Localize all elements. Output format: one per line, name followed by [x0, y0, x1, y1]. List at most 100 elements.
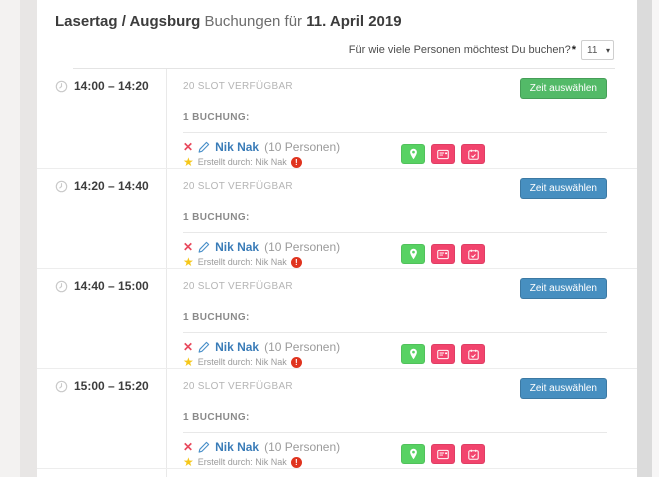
booking-divider — [183, 332, 607, 333]
booking-name-link[interactable]: Nik Nak — [215, 240, 260, 254]
slot-bookings: 1 BUCHUNG: ✕ Nik Nak (10 Personen) — [183, 412, 607, 468]
slot-content: 20 SLOT VERFÜGBAR Zeit auswählen — [167, 469, 637, 477]
calendar-button[interactable] — [461, 244, 485, 264]
clock-icon — [55, 80, 68, 98]
booking-persons-count: (10 Personen) — [264, 140, 341, 154]
details-button[interactable] — [431, 144, 455, 164]
slot-bookings: 1 BUCHUNG: ✕ Nik Nak (10 Personen) — [183, 312, 607, 368]
booking-actions — [401, 444, 485, 464]
booking-persons-count: (10 Personen) — [264, 440, 341, 454]
map-pin-icon — [409, 248, 418, 260]
select-time-button[interactable]: Zeit auswählen — [519, 178, 607, 199]
location-button[interactable] — [401, 244, 425, 264]
alert-icon: ! — [290, 356, 302, 368]
booking-name-link[interactable]: Nik Nak — [215, 340, 260, 354]
slot-availability: 20 SLOT VERFÜGBAR — [183, 81, 293, 92]
booking-name-link[interactable]: Nik Nak — [215, 440, 260, 454]
location-button[interactable] — [401, 344, 425, 364]
slot-bookings: 1 BUCHUNG: ✕ Nik Nak (10 Personen) — [183, 212, 607, 268]
calendar-button[interactable] — [461, 144, 485, 164]
page-title: Lasertag / Augsburg Buchungen für 11. Ap… — [55, 14, 619, 30]
map-pin-icon — [409, 148, 418, 160]
map-pin-icon — [409, 348, 418, 360]
alert-icon: ! — [290, 256, 302, 268]
bookings-count-heading: 1 BUCHUNG: — [183, 112, 250, 123]
booking-row: ✕ Nik Nak (10 Personen) ★ Erstellt durch… — [183, 440, 607, 468]
booking-main: ✕ Nik Nak (10 Personen) ★ Erstellt durch… — [183, 240, 340, 268]
required-marker: * — [571, 44, 576, 56]
slot-time: 14:00 – 14:20 — [74, 79, 149, 93]
star-icon: ★ — [183, 255, 194, 269]
star-icon: ★ — [183, 455, 194, 469]
delete-booking-icon[interactable]: ✕ — [183, 140, 194, 154]
booking-row: ✕ Nik Nak (10 Personen) ★ Erstellt durch… — [183, 140, 607, 168]
booking-actions — [401, 244, 485, 264]
persons-select[interactable]: 11 ▾ — [581, 40, 614, 60]
slot-head: 20 SLOT VERFÜGBAR Zeit auswählen — [183, 378, 607, 399]
page-title-text: Buchungen für — [200, 13, 307, 30]
created-by-line: ★ Erstellt durch: Nik Nak ! — [183, 356, 340, 368]
details-button[interactable] — [431, 344, 455, 364]
calendar-button[interactable] — [461, 344, 485, 364]
calendar-button[interactable] — [461, 444, 485, 464]
card-list-icon — [437, 149, 449, 160]
slot-row: 14:00 – 14:20 20 SLOT VERFÜGBAR Zeit aus… — [37, 69, 637, 169]
slot-availability: 20 SLOT VERFÜGBAR — [183, 181, 293, 192]
booking-actions — [401, 344, 485, 364]
booking-line: ✕ Nik Nak (10 Personen) — [183, 340, 340, 354]
delete-booking-icon[interactable]: ✕ — [183, 340, 194, 354]
booking-row: ✕ Nik Nak (10 Personen) ★ Erstellt durch… — [183, 340, 607, 368]
slot-content: 20 SLOT VERFÜGBAR Zeit auswählen 1 BUCHU… — [167, 369, 637, 468]
select-time-button[interactable]: Zeit auswählen — [519, 378, 607, 399]
edit-pencil-icon[interactable] — [198, 441, 210, 453]
slot-time-column: 15:20 – 15:40 — [37, 469, 167, 477]
details-button[interactable] — [431, 444, 455, 464]
slot-time: 14:40 – 15:00 — [74, 279, 149, 293]
booking-divider — [183, 132, 607, 133]
calendar-check-icon — [467, 449, 479, 460]
booking-line: ✕ Nik Nak (10 Personen) — [183, 140, 340, 154]
booking-actions — [401, 144, 485, 164]
slot-availability: 20 SLOT VERFÜGBAR — [183, 381, 293, 392]
card-header: Lasertag / Augsburg Buchungen für 11. Ap… — [37, 0, 637, 69]
location-button[interactable] — [401, 444, 425, 464]
slots-list: 14:00 – 14:20 20 SLOT VERFÜGBAR Zeit aus… — [37, 69, 637, 477]
scrollbar[interactable] — [637, 0, 652, 477]
card-list-icon — [437, 249, 449, 260]
bookings-count-heading: 1 BUCHUNG: — [183, 312, 250, 323]
select-time-button[interactable]: Zeit auswählen — [519, 278, 607, 299]
chevron-down-icon: ▾ — [605, 45, 610, 55]
booking-line: ✕ Nik Nak (10 Personen) — [183, 240, 340, 254]
alert-icon: ! — [290, 456, 302, 468]
clock-icon — [55, 180, 68, 198]
slot-time-column: 14:20 – 14:40 — [37, 169, 167, 268]
calendar-check-icon — [467, 349, 479, 360]
booking-row: ✕ Nik Nak (10 Personen) ★ Erstellt durch… — [183, 240, 607, 268]
booking-divider — [183, 232, 607, 233]
select-time-button[interactable]: Zeit auswählen — [519, 78, 607, 99]
booking-name-link[interactable]: Nik Nak — [215, 140, 260, 154]
slot-row: 15:20 – 15:40 20 SLOT VERFÜGBAR Zeit aus… — [37, 469, 637, 477]
delete-booking-icon[interactable]: ✕ — [183, 240, 194, 254]
details-button[interactable] — [431, 244, 455, 264]
created-by-text: Erstellt durch: Nik Nak — [197, 457, 287, 467]
slot-head: 20 SLOT VERFÜGBAR Zeit auswählen — [183, 78, 607, 99]
header-separator — [73, 68, 615, 69]
created-by-line: ★ Erstellt durch: Nik Nak ! — [183, 456, 340, 468]
persons-select-value: 11 — [587, 44, 598, 56]
delete-booking-icon[interactable]: ✕ — [183, 440, 194, 454]
slot-row: 14:20 – 14:40 20 SLOT VERFÜGBAR Zeit aus… — [37, 169, 637, 269]
slot-content: 20 SLOT VERFÜGBAR Zeit auswählen 1 BUCHU… — [167, 269, 637, 368]
edit-pencil-icon[interactable] — [198, 241, 210, 253]
edit-pencil-icon[interactable] — [198, 141, 210, 153]
slot-availability: 20 SLOT VERFÜGBAR — [183, 281, 293, 292]
alert-icon: ! — [290, 156, 302, 168]
booking-main: ✕ Nik Nak (10 Personen) ★ Erstellt durch… — [183, 440, 340, 468]
booking-divider — [183, 432, 607, 433]
created-by-line: ★ Erstellt durch: Nik Nak ! — [183, 256, 340, 268]
slot-head: 20 SLOT VERFÜGBAR Zeit auswählen — [183, 178, 607, 199]
edit-pencil-icon[interactable] — [198, 341, 210, 353]
location-button[interactable] — [401, 144, 425, 164]
slot-content: 20 SLOT VERFÜGBAR Zeit auswählen 1 BUCHU… — [167, 69, 637, 168]
